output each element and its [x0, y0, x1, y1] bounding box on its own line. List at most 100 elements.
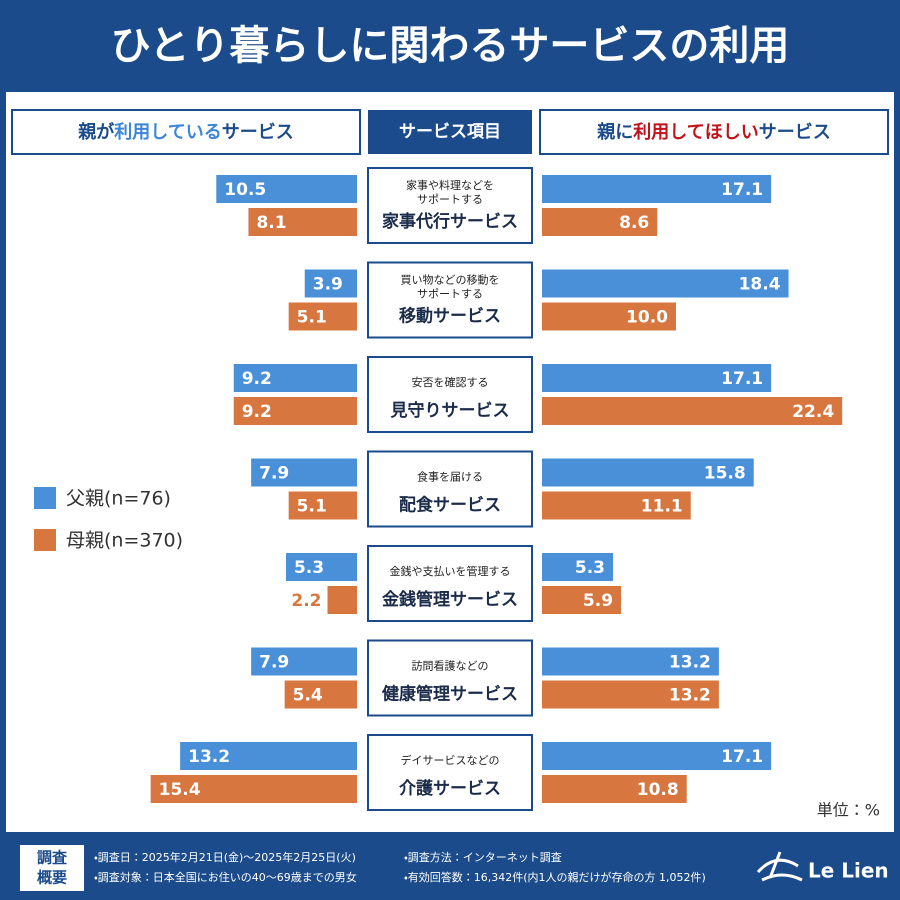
bar [542, 364, 772, 392]
value-label: 22.4 [792, 402, 834, 422]
bar [248, 208, 357, 236]
value-label: 5.9 [583, 591, 613, 611]
bar [542, 269, 789, 298]
value-label: 15.8 [704, 464, 746, 484]
value-label: 10.5 [224, 180, 266, 200]
value-label: 15.4 [159, 780, 201, 800]
value-label: 17.1 [721, 747, 763, 767]
bar [233, 397, 357, 425]
footer-note: ・調査方法：インターネット調査 [404, 850, 562, 864]
value-label: 18.4 [739, 275, 781, 295]
value-label: 10.0 [626, 308, 668, 328]
panel-title-part: サービス [759, 122, 831, 143]
legend-swatch [34, 487, 56, 509]
logo: Le Lien [808, 859, 889, 883]
bar [284, 680, 357, 709]
value-label: 17.1 [721, 369, 763, 389]
bar [327, 586, 357, 614]
category-description: 買い物などの移動を [401, 273, 500, 287]
bar [150, 775, 357, 803]
bar [542, 647, 719, 676]
bar [542, 302, 676, 331]
bar [542, 175, 772, 203]
bar [542, 775, 687, 803]
category-description: 食事を届ける [417, 471, 483, 484]
bar [542, 458, 754, 487]
footer-label-box [20, 845, 84, 891]
value-label: 3.9 [313, 275, 343, 295]
category-name: 介護サービス [399, 778, 501, 799]
bar [542, 397, 843, 425]
value-label: 5.1 [297, 308, 327, 328]
category-name: 金銭管理サービス [382, 589, 518, 610]
value-label: 2.2 [291, 591, 321, 611]
value-label: 7.9 [259, 464, 289, 484]
legend-label: 父親(n=76) [66, 488, 171, 510]
value-label: 5.1 [297, 497, 327, 517]
value-label: 10.8 [637, 780, 679, 800]
bar [180, 742, 357, 770]
category-box [367, 450, 533, 528]
bar [542, 491, 691, 520]
category-box [367, 734, 533, 811]
bar [542, 680, 719, 709]
category-description: 金銭や支払いを管理する [390, 564, 511, 578]
category-name: 健康管理サービス [381, 684, 518, 705]
bar [542, 742, 772, 770]
value-label: 9.2 [242, 369, 272, 389]
footer-note: ・有効回答数：16,342件(内1人の親だけが存命の方 1,052件) [404, 870, 706, 884]
value-label: 5.3 [575, 558, 605, 578]
category-description: デイサービスなどの [401, 753, 500, 767]
bar [288, 302, 357, 331]
bar [216, 175, 357, 203]
bar [285, 553, 357, 581]
value-label: 13.2 [669, 686, 711, 706]
category-header: サービス項目 [399, 122, 501, 142]
category-name: 家事代行サービス [382, 211, 518, 232]
panel-title: 親が利用しているサービス [77, 121, 293, 143]
bar [233, 364, 357, 392]
category-description: 安否を確認する [412, 376, 489, 389]
bar [288, 491, 357, 520]
category-box [367, 639, 533, 717]
unit: 単位：% [817, 801, 880, 820]
panel-title-part: 利用してほしい [633, 121, 758, 143]
value-label: 17.1 [721, 180, 763, 200]
bar [542, 586, 622, 614]
category-description: 家事や料理などを [406, 178, 494, 192]
footer-label: 概要 [37, 869, 67, 887]
category-box [367, 167, 533, 244]
value-label: 8.1 [256, 213, 286, 233]
category-description: 訪問看護などの [412, 659, 489, 673]
value-label: 9.2 [242, 402, 272, 422]
category-description: サポートする [417, 193, 483, 206]
bar [251, 458, 357, 487]
bar [542, 553, 614, 581]
value-label: 11.1 [641, 497, 683, 517]
footer-note: ・調査対象：日本全国にお住いの40～69歳までの男女 [94, 870, 357, 884]
bar [251, 647, 357, 676]
panel-title-part: 親に [596, 121, 633, 143]
category-box [367, 261, 533, 339]
value-label: 5.4 [293, 686, 323, 706]
left-header-box [11, 109, 361, 155]
panel-title-part: サービス [222, 122, 294, 143]
category-box [367, 545, 533, 622]
category-box [367, 356, 533, 433]
panel-title: 親に利用してほしいサービス [596, 121, 830, 143]
value-label: 13.2 [188, 747, 230, 767]
bar [304, 269, 357, 298]
category-description: サポートする [417, 288, 483, 301]
bar [542, 208, 658, 236]
panel-title-part: 親が [77, 121, 114, 143]
value-label: 13.2 [669, 653, 711, 673]
center-header-box [368, 110, 532, 154]
category-name: 移動サービス [399, 306, 501, 327]
chart-title: ひとり暮らしに関わるサービスの利用 [111, 23, 790, 69]
value-label: 5.3 [294, 558, 324, 578]
legend-label: 母親(n=370) [66, 530, 183, 552]
footer-note: ・調査日：2025年2月21日(金)～2025年2月25日(火) [94, 850, 356, 864]
category-name: 見守りサービス [390, 400, 510, 421]
legend-swatch [34, 529, 56, 551]
